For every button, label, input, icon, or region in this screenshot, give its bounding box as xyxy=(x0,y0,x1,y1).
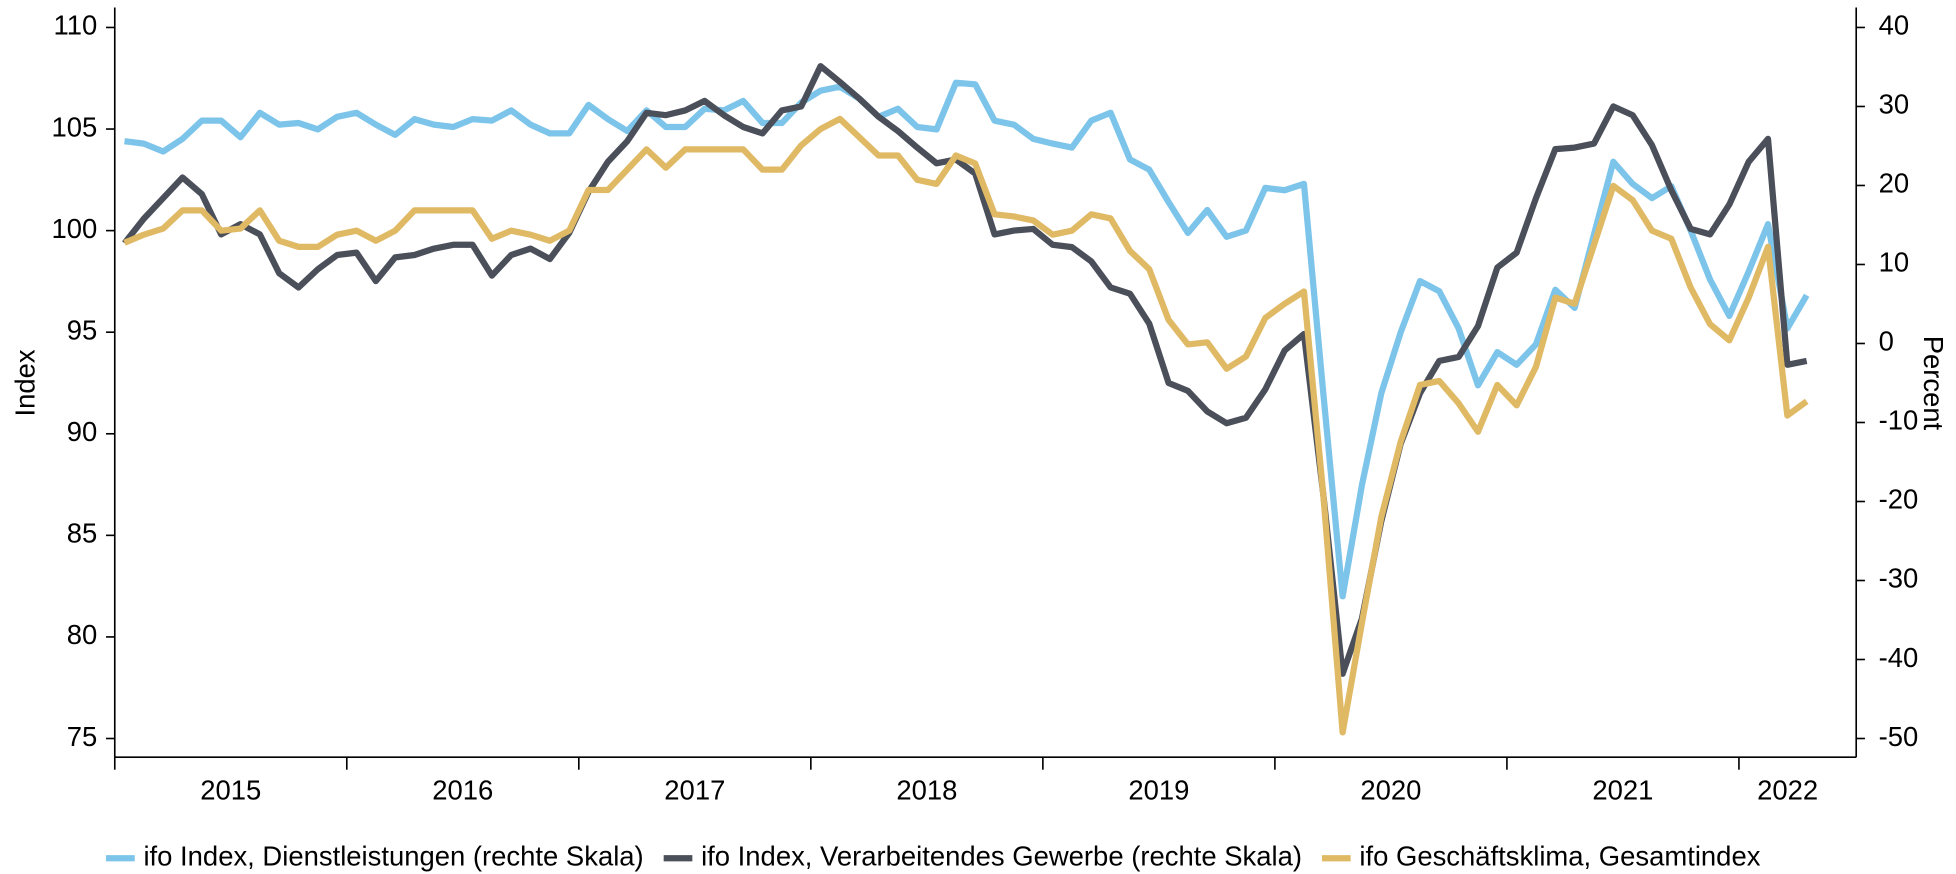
y-tick-label: 75 xyxy=(67,721,98,752)
y2-tick-label: 10 xyxy=(1879,247,1910,278)
y2-tick-label: 20 xyxy=(1879,168,1910,199)
y2-tick-label: -30 xyxy=(1879,563,1919,594)
y-tick-label: 90 xyxy=(67,416,98,447)
y2-tick-label: -10 xyxy=(1879,405,1919,436)
x-tick-label: 2016 xyxy=(432,774,493,805)
series-line xyxy=(122,63,1808,677)
y2-tick-label: 30 xyxy=(1879,89,1910,120)
x-tick-label: 2015 xyxy=(200,774,261,805)
y2-tick-label: -50 xyxy=(1879,721,1919,752)
y-tick-label: 85 xyxy=(67,518,98,549)
y2-tick-label: 0 xyxy=(1879,326,1894,357)
y2-axis-label: Percent xyxy=(1918,336,1949,431)
x-tick-label: 2022 xyxy=(1757,774,1818,805)
y-tick-label: 95 xyxy=(67,314,98,345)
y2-tick-label: -20 xyxy=(1879,484,1919,515)
y-tick-label: 100 xyxy=(52,213,98,244)
y-tick-label: 80 xyxy=(67,619,98,650)
x-tick-label: 2019 xyxy=(1128,774,1189,805)
y-tick-label: 110 xyxy=(54,10,98,41)
legend-label: ifo Index, Dienstleistungen (rechte Skal… xyxy=(143,841,643,872)
y-axis-label: Index xyxy=(10,349,41,416)
y-tick-label: 105 xyxy=(52,111,98,142)
series-line xyxy=(123,115,1809,736)
x-tick-label: 2018 xyxy=(896,774,957,805)
x-tick-label: 2017 xyxy=(664,774,725,805)
legend-label: ifo Geschäftsklima, Gesamtindex xyxy=(1359,841,1760,872)
y2-tick-label: 40 xyxy=(1879,10,1910,41)
x-tick-label: 2021 xyxy=(1592,774,1653,805)
y2-tick-label: -40 xyxy=(1879,642,1919,673)
series-line xyxy=(124,79,1810,600)
legend-label: ifo Index, Verarbeitendes Gewerbe (recht… xyxy=(701,841,1302,872)
x-tick-label: 2020 xyxy=(1360,774,1421,805)
